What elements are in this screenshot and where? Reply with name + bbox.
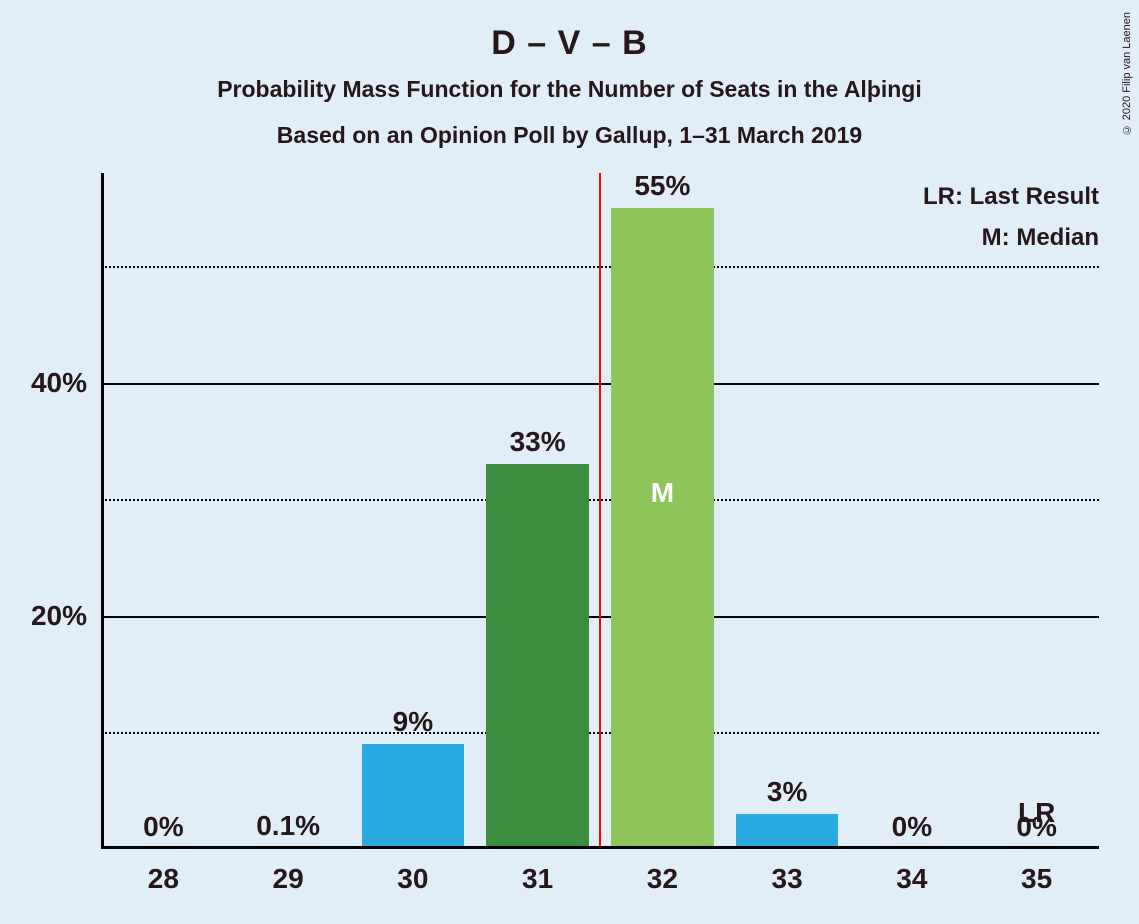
bar-value-label: 55%: [634, 170, 690, 202]
copyright-text: © 2020 Filip van Laenen: [1121, 12, 1133, 135]
bar-value-label: 3%: [767, 776, 807, 808]
x-axis: [101, 846, 1099, 849]
bar: [611, 208, 713, 849]
x-tick-label: 35: [1021, 849, 1052, 895]
lr-label: LR: [1018, 797, 1055, 829]
bar-value-label: 9%: [393, 706, 433, 738]
bar-value-label: 33%: [510, 426, 566, 458]
x-tick-label: 34: [896, 849, 927, 895]
legend-lr: LR: Last Result: [923, 177, 1099, 218]
majority-line: [599, 173, 601, 849]
y-tick-label: 40%: [31, 367, 101, 399]
x-tick-label: 32: [647, 849, 678, 895]
x-tick-label: 29: [273, 849, 304, 895]
x-tick-label: 31: [522, 849, 553, 895]
bar: [736, 814, 838, 849]
bar-value-label: 0.1%: [256, 810, 320, 842]
x-tick-label: 33: [772, 849, 803, 895]
plot-area: LR: Last Result M: Median 20%40%0%280.1%…: [101, 173, 1099, 849]
bar-inner-label: M: [611, 477, 713, 509]
legend: LR: Last Result M: Median: [923, 177, 1099, 259]
x-tick-label: 30: [397, 849, 428, 895]
chart-subtitle-2: Based on an Opinion Poll by Gallup, 1–31…: [0, 122, 1139, 149]
y-axis: [101, 173, 104, 849]
legend-m: M: Median: [923, 218, 1099, 259]
x-tick-label: 28: [148, 849, 179, 895]
chart-title: D – V – B: [0, 24, 1139, 63]
chart-subtitle-1: Probability Mass Function for the Number…: [0, 76, 1139, 103]
bar: [362, 744, 464, 849]
bar-value-label: 0%: [143, 811, 183, 843]
bar-value-label: 0%: [892, 811, 932, 843]
y-tick-label: 20%: [31, 600, 101, 632]
bar: [486, 464, 588, 849]
